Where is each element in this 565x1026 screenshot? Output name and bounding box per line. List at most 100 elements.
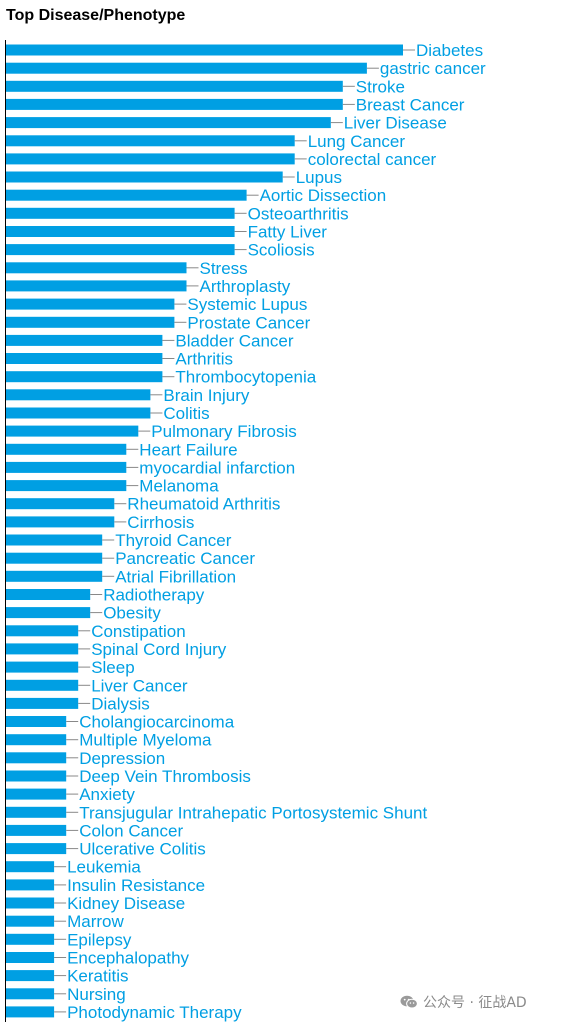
bar <box>6 679 79 691</box>
bar <box>6 1006 55 1018</box>
bar-label: Diabetes <box>416 41 483 60</box>
bar-label: Aortic Dissection <box>260 186 387 205</box>
watermark: 公众号 · 征战AD <box>400 992 527 1012</box>
bar-label: Encephalopathy <box>67 949 189 968</box>
bar <box>6 915 55 927</box>
bar <box>6 44 403 56</box>
bar-label: Constipation <box>91 622 186 641</box>
bar <box>6 552 103 564</box>
bar-label: Breast Cancer <box>356 95 465 114</box>
bar-label: Lupus <box>296 168 342 187</box>
bar-label: myocardial infarction <box>139 458 295 477</box>
bar-label: Rheumatoid Arthritis <box>127 495 280 514</box>
bar <box>6 316 175 328</box>
bar-label: Osteoarthritis <box>248 204 349 223</box>
bar <box>6 425 139 437</box>
bar-label: Heart Failure <box>139 440 237 459</box>
bar <box>6 389 151 401</box>
bar <box>6 371 163 383</box>
bar-label: Ulcerative Colitis <box>79 840 206 859</box>
bar <box>6 843 67 855</box>
bar <box>6 589 91 600</box>
bar <box>6 607 91 619</box>
bar <box>6 353 163 364</box>
bar-label: Arthritis <box>175 350 233 369</box>
bar-label: Depression <box>79 749 165 768</box>
bar <box>6 80 343 92</box>
bar-label: Cholangiocarcinoma <box>79 713 235 732</box>
bar-label: Arthroplasty <box>200 277 291 296</box>
bar-label: Pancreatic Cancer <box>115 549 255 568</box>
bar <box>6 970 55 982</box>
bar <box>6 861 55 873</box>
bar-label: Stroke <box>356 77 405 96</box>
bar <box>6 280 187 292</box>
bar <box>6 697 79 709</box>
bar <box>6 461 127 473</box>
bar-label: Liver Disease <box>344 114 447 133</box>
bar <box>6 498 115 510</box>
bar <box>6 534 103 546</box>
bar-label: gastric cancer <box>380 59 486 78</box>
bar <box>6 806 67 818</box>
bar-label: Nursing <box>67 985 126 1004</box>
bar-label: Kidney Disease <box>67 894 185 913</box>
bar-label: Obesity <box>103 604 161 623</box>
bar <box>6 407 151 419</box>
bar <box>6 952 55 963</box>
bar <box>6 117 331 129</box>
bar-label: Thyroid Cancer <box>115 531 232 550</box>
bar-label: Radiotherapy <box>103 586 205 605</box>
bar <box>6 334 163 346</box>
wechat-icon <box>400 995 418 1009</box>
bar-label: Dialysis <box>91 694 150 713</box>
bar <box>6 207 235 219</box>
bar <box>6 643 79 655</box>
bar <box>6 171 283 183</box>
bar-label: Insulin Resistance <box>67 876 205 895</box>
bar <box>6 443 127 455</box>
bar <box>6 879 55 891</box>
bar-label: Multiple Myeloma <box>79 731 212 750</box>
bar-label: Colitis <box>163 404 209 423</box>
bar <box>6 824 67 836</box>
bar-label: Deep Vein Thrombosis <box>79 767 251 786</box>
bar <box>6 480 127 492</box>
bar-label: Lung Cancer <box>308 132 406 151</box>
bar <box>6 625 79 637</box>
bar <box>6 988 55 1000</box>
bar <box>6 752 67 764</box>
bar-label: Stress <box>200 259 248 278</box>
bar-label: Liver Cancer <box>91 676 188 695</box>
bar <box>6 716 67 727</box>
bar <box>6 62 367 74</box>
bar-label: Atrial Fibrillation <box>115 567 236 586</box>
bar-label: Marrow <box>67 912 124 931</box>
bar-label: Spinal Cord Injury <box>91 640 227 659</box>
bar-label: Transjugular Intrahepatic Portosystemic … <box>79 803 427 822</box>
bar-label: Bladder Cancer <box>175 331 293 350</box>
bar-label: Fatty Liver <box>248 223 328 242</box>
bar <box>6 262 187 274</box>
bar-label: Cirrhosis <box>127 513 194 532</box>
chart-title: Top Disease/Phenotype <box>6 7 186 24</box>
bar <box>6 226 235 237</box>
bar <box>6 770 67 782</box>
bar-label: Prostate Cancer <box>187 313 310 332</box>
bar-label: Systemic Lupus <box>187 295 307 314</box>
bar-label: Pulmonary Fibrosis <box>151 422 296 441</box>
bar <box>6 788 67 800</box>
bar-label: Thrombocytopenia <box>175 368 316 387</box>
bar <box>6 244 235 256</box>
bar <box>6 516 115 528</box>
bar <box>6 298 175 310</box>
bar-label: Sleep <box>91 658 134 677</box>
bar-label: Keratitis <box>67 967 128 986</box>
bar-label: Leukemia <box>67 858 141 877</box>
bar-label: Scoliosis <box>248 241 315 260</box>
bar-label: colorectal cancer <box>308 150 437 169</box>
bar-label: Colon Cancer <box>79 821 183 840</box>
bar-label: Melanoma <box>139 477 219 496</box>
bar <box>6 570 103 582</box>
